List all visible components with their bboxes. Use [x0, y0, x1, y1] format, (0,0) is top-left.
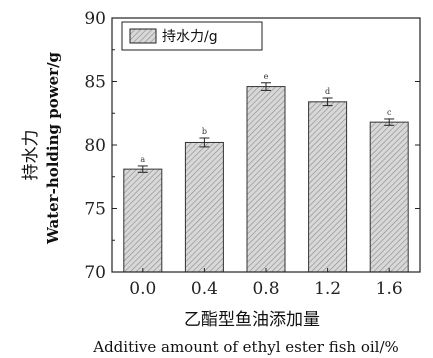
y-axis-label-en: Water-holding power/g — [44, 51, 62, 245]
x-tick-label-4: 1.6 — [376, 279, 403, 299]
y-tick-label-2: 80 — [84, 136, 106, 156]
significance-label-3: d — [325, 87, 330, 96]
y-tick-label-4: 90 — [84, 9, 106, 29]
significance-label-4: c — [387, 108, 392, 117]
y-tick-label-3: 85 — [84, 73, 106, 93]
bar-2 — [246, 86, 286, 273]
bar-4 — [369, 121, 409, 273]
axes-layer: 0.0 0.4 0.8 1.2 1.6 70 75 80 85 90 — [84, 9, 421, 299]
y-axis-label-cn: 持水力 — [21, 130, 41, 181]
x-axis-label-en: Additive amount of ethyl ester fish oil/… — [92, 338, 399, 356]
x-tick-label-2: 0.8 — [252, 279, 279, 299]
x-tick-label-0: 0.0 — [129, 279, 156, 299]
y-tick-label-1: 75 — [84, 200, 106, 220]
bars-layer: a b e d c — [123, 72, 409, 273]
bar-0 — [123, 168, 163, 273]
legend-swatch — [129, 28, 157, 44]
bar-1 — [184, 141, 224, 273]
legend: 持水力/g — [121, 21, 263, 51]
legend-label: 持水力/g — [162, 29, 218, 45]
bar-3 — [308, 101, 348, 273]
x-tick-label-1: 0.4 — [191, 279, 218, 299]
significance-label-1: b — [202, 127, 207, 136]
significance-label-2: e — [264, 72, 269, 81]
x-tick-label-3: 1.2 — [314, 279, 341, 299]
significance-label-0: a — [140, 155, 145, 164]
y-tick-label-0: 70 — [84, 263, 106, 283]
x-axis-label-cn: 乙酯型鱼油添加量 — [184, 310, 320, 330]
